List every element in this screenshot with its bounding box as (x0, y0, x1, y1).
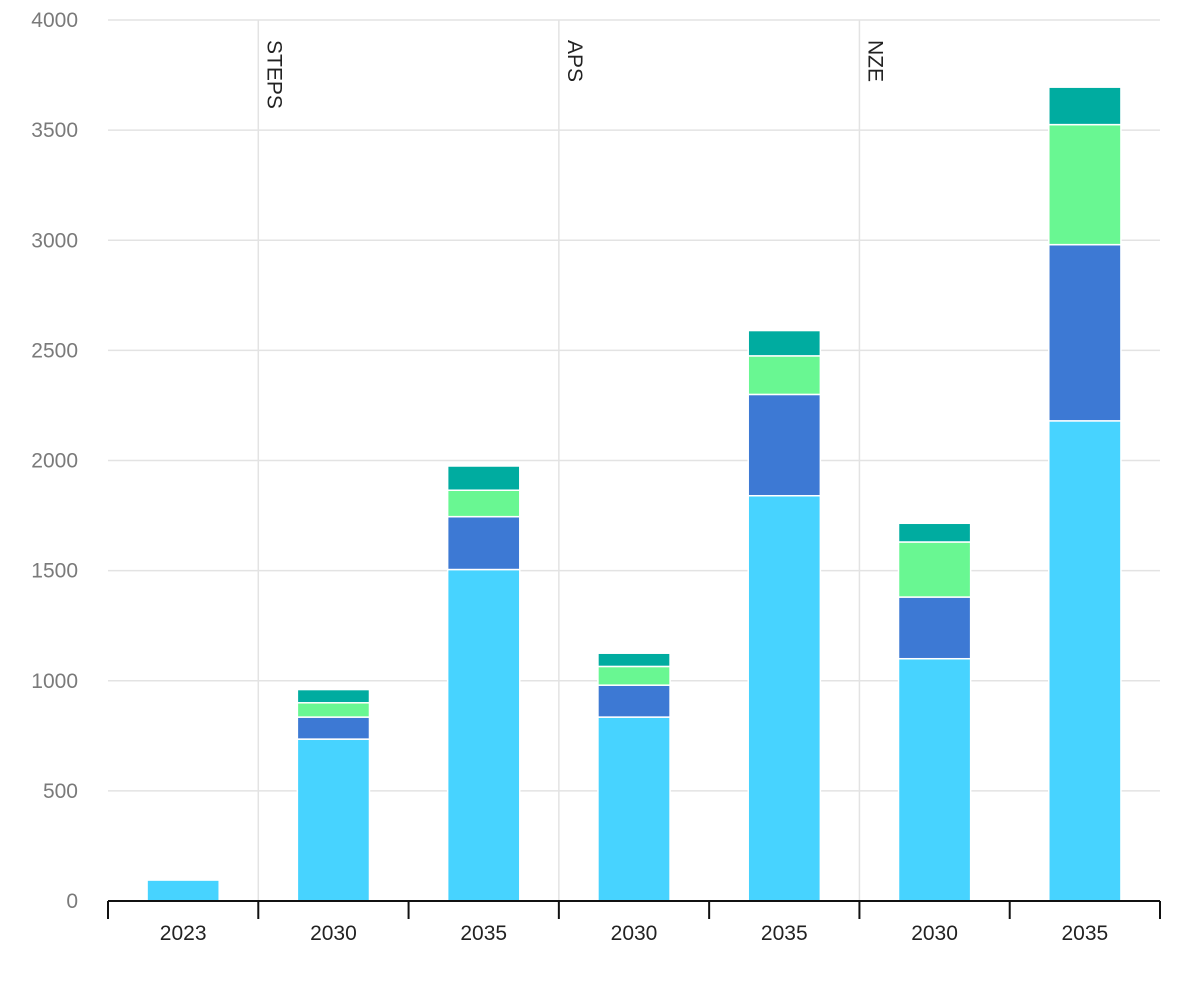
x-tick-label: 2023 (160, 922, 207, 945)
y-tick-label: 2000 (31, 450, 78, 473)
bar-segment (446, 489, 521, 518)
group-separators (257, 20, 861, 901)
x-tick-label: 2035 (1061, 922, 1108, 945)
bar-segment (897, 657, 972, 902)
bar-segment (597, 684, 671, 718)
x-tick-label: 2035 (761, 922, 808, 945)
group-label: NZE (863, 40, 886, 82)
y-tick-label: 3500 (31, 119, 78, 142)
y-tick-label: 0 (66, 890, 78, 913)
bar-segment (296, 738, 371, 902)
bar-segment (446, 568, 521, 902)
bar-segment (897, 522, 972, 543)
x-axis-ticks: 2023 2030 2035 2030 2035 2030 2035 (160, 922, 1108, 945)
bar-segment (296, 716, 371, 740)
y-axis-ticks: 0 500 1000 1500 2000 2500 3000 3500 4000 (31, 9, 78, 913)
x-tick-label: 2030 (310, 922, 357, 945)
bars (146, 86, 1122, 902)
bar-segment (1048, 243, 1122, 422)
x-tick-label: 2035 (460, 922, 507, 945)
y-tick-label: 2500 (31, 339, 78, 362)
grid-lines (108, 19, 1160, 792)
bar-segment (747, 494, 822, 902)
group-label: APS (563, 40, 586, 82)
y-tick-label: 500 (43, 780, 78, 803)
y-tick-label: 3000 (31, 229, 78, 252)
x-tick-label: 2030 (911, 922, 958, 945)
bar-segment (146, 879, 220, 902)
bar-segment (897, 541, 972, 598)
bar-segment (446, 515, 521, 571)
bar-segment (747, 329, 822, 357)
bar-segment (296, 702, 371, 718)
bar-segment (597, 716, 671, 902)
bar-segment (597, 652, 671, 668)
bar-segment (1048, 420, 1122, 902)
y-tick-label: 1000 (31, 670, 78, 693)
bar-segment (446, 465, 521, 491)
x-tick-label: 2030 (611, 922, 658, 945)
group-labels: STEPS APS NZE (262, 40, 886, 109)
x-axis (107, 900, 1161, 919)
y-tick-label: 1500 (31, 560, 78, 583)
bar-segment (747, 355, 822, 396)
bar-segment (747, 393, 822, 497)
bar-segment (1048, 123, 1122, 246)
bar-segment (597, 665, 671, 686)
y-tick-label: 4000 (31, 9, 78, 32)
bar-segment (897, 596, 972, 660)
bar-segment (296, 688, 371, 704)
bar-segment (1048, 86, 1122, 126)
group-label: STEPS (262, 40, 285, 109)
